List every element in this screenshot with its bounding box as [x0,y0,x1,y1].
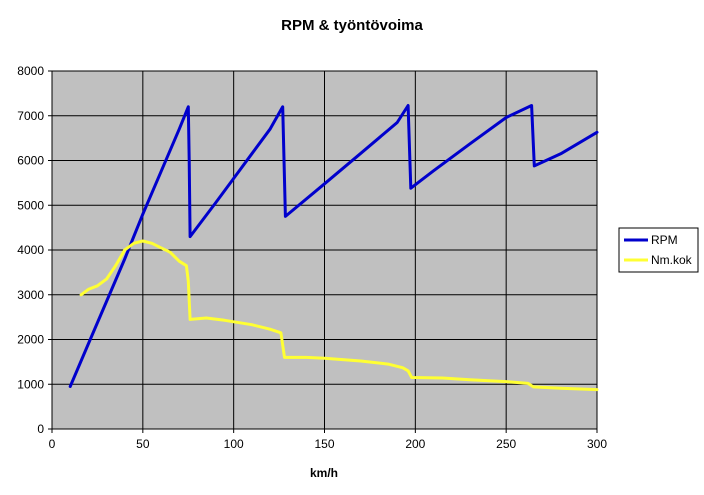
x-tick-label: 0 [49,437,56,451]
series-layer [68,104,599,392]
legend: RPM Nm.kok [618,227,699,273]
x-tick-label: 300 [587,437,607,451]
chart-title: RPM & työntövoima [281,17,423,34]
x-tick-label: 150 [314,437,334,451]
y-tick-label: 7000 [17,109,44,123]
x-tick-label: 200 [405,437,425,451]
x-axis-title: km/h [310,466,338,480]
y-tick-label: 5000 [17,198,44,212]
legend-box [618,227,699,273]
series-line-nm-kok [79,239,599,392]
legend-label-nm-kok: Nm.kok [651,253,693,267]
y-tick-label: 8000 [17,64,44,78]
x-tick-label: 250 [496,437,516,451]
series-line-rpm [68,104,599,388]
y-tick-label: 1000 [17,377,44,391]
y-tick-label: 4000 [17,243,44,257]
y-tick-label: 2000 [17,333,44,347]
y-tick-label: 3000 [17,288,44,302]
axes: 0 1000 2000 3000 4000 5000 6000 7000 8000 0 50 100 1… [17,64,607,451]
x-tick-label: 50 [136,437,150,451]
legend-label-rpm: RPM [651,233,678,247]
y-tick-label: 0 [37,422,44,436]
x-tick-label: 100 [224,437,244,451]
y-tick-label: 6000 [17,154,44,168]
